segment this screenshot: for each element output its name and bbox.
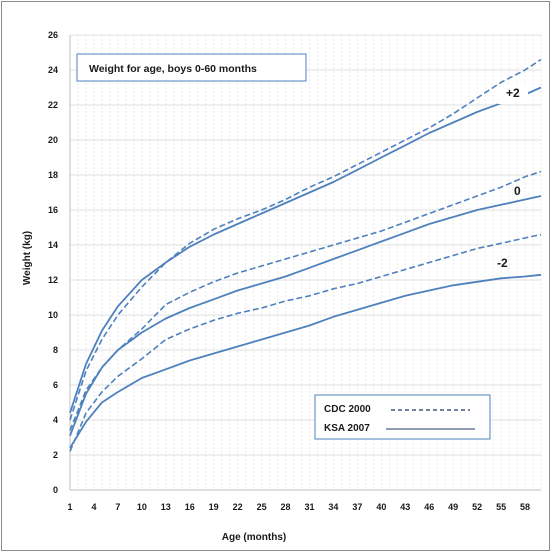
x-axis-ticks: 1 4 7 10 13 16 19 22 25 28 31 34 37 40 43 46 49 52 55 58 — [67, 502, 530, 512]
y-axis-title: Weight (kg) — [22, 231, 33, 285]
y-tick-label: 18 — [48, 170, 58, 180]
y-tick-label: 6 — [53, 380, 58, 390]
x-tick-label: 46 — [424, 502, 434, 512]
x-tick-label: 4 — [91, 502, 96, 512]
curve-label-zero: 0 — [514, 184, 521, 198]
series-line-ksa-minus2 — [69, 273, 542, 449]
chart-title-box: Weight for age, boys 0-60 months — [76, 53, 307, 82]
curve-label-plus2: +2 — [506, 86, 520, 100]
x-tick-label: 25 — [257, 502, 267, 512]
x-tick-label: 19 — [209, 502, 219, 512]
series-line-cdc-minus2 — [69, 233, 542, 452]
x-tick-label: 16 — [185, 502, 195, 512]
x-tick-label: 58 — [520, 502, 530, 512]
y-tick-label: 2 — [53, 450, 58, 460]
x-tick-label: 10 — [137, 502, 147, 512]
series-line-ksa-plus2 — [69, 86, 542, 414]
x-axis-title: Age (months) — [222, 532, 286, 543]
y-tick-label: 26 — [48, 30, 58, 40]
y-tick-label: 10 — [48, 310, 58, 320]
curve-label-bg — [498, 84, 528, 104]
x-tick-label: 13 — [161, 502, 171, 512]
x-tick-label: 22 — [233, 502, 243, 512]
curve-label-minus2: -2 — [497, 256, 508, 270]
x-tick-label: 1 — [67, 502, 72, 512]
x-tick-label: 55 — [496, 502, 506, 512]
x-tick-label: 37 — [352, 502, 362, 512]
legend-label-cdc: CDC 2000 — [324, 404, 371, 415]
series-lines — [69, 58, 542, 452]
x-tick-label: 52 — [472, 502, 482, 512]
x-tick-label: 7 — [115, 502, 120, 512]
x-tick-label: 28 — [281, 502, 291, 512]
series-line-ksa-0 — [69, 195, 542, 437]
x-tick-label: 40 — [376, 502, 386, 512]
y-tick-label: 12 — [48, 275, 58, 285]
y-tick-label: 8 — [53, 345, 58, 355]
y-tick-label: 24 — [48, 65, 58, 75]
chart-title: Weight for age, boys 0-60 months — [89, 63, 257, 75]
series-line-cdc-plus2 — [69, 58, 542, 421]
series-line-cdc-0 — [69, 170, 542, 431]
x-tick-label: 49 — [448, 502, 458, 512]
x-tick-label: 34 — [328, 502, 338, 512]
legend-label-ksa: KSA 2007 — [324, 423, 370, 434]
y-tick-label: 14 — [48, 240, 58, 250]
y-tick-label: 4 — [53, 415, 58, 425]
x-tick-label: 43 — [400, 502, 410, 512]
y-tick-label: 20 — [48, 135, 58, 145]
x-tick-label: 31 — [304, 502, 314, 512]
y-tick-label: 22 — [48, 100, 58, 110]
y-tick-label: 16 — [48, 205, 58, 215]
y-tick-label: 0 — [53, 485, 58, 495]
legend: CDC 2000 KSA 2007 — [314, 394, 491, 440]
